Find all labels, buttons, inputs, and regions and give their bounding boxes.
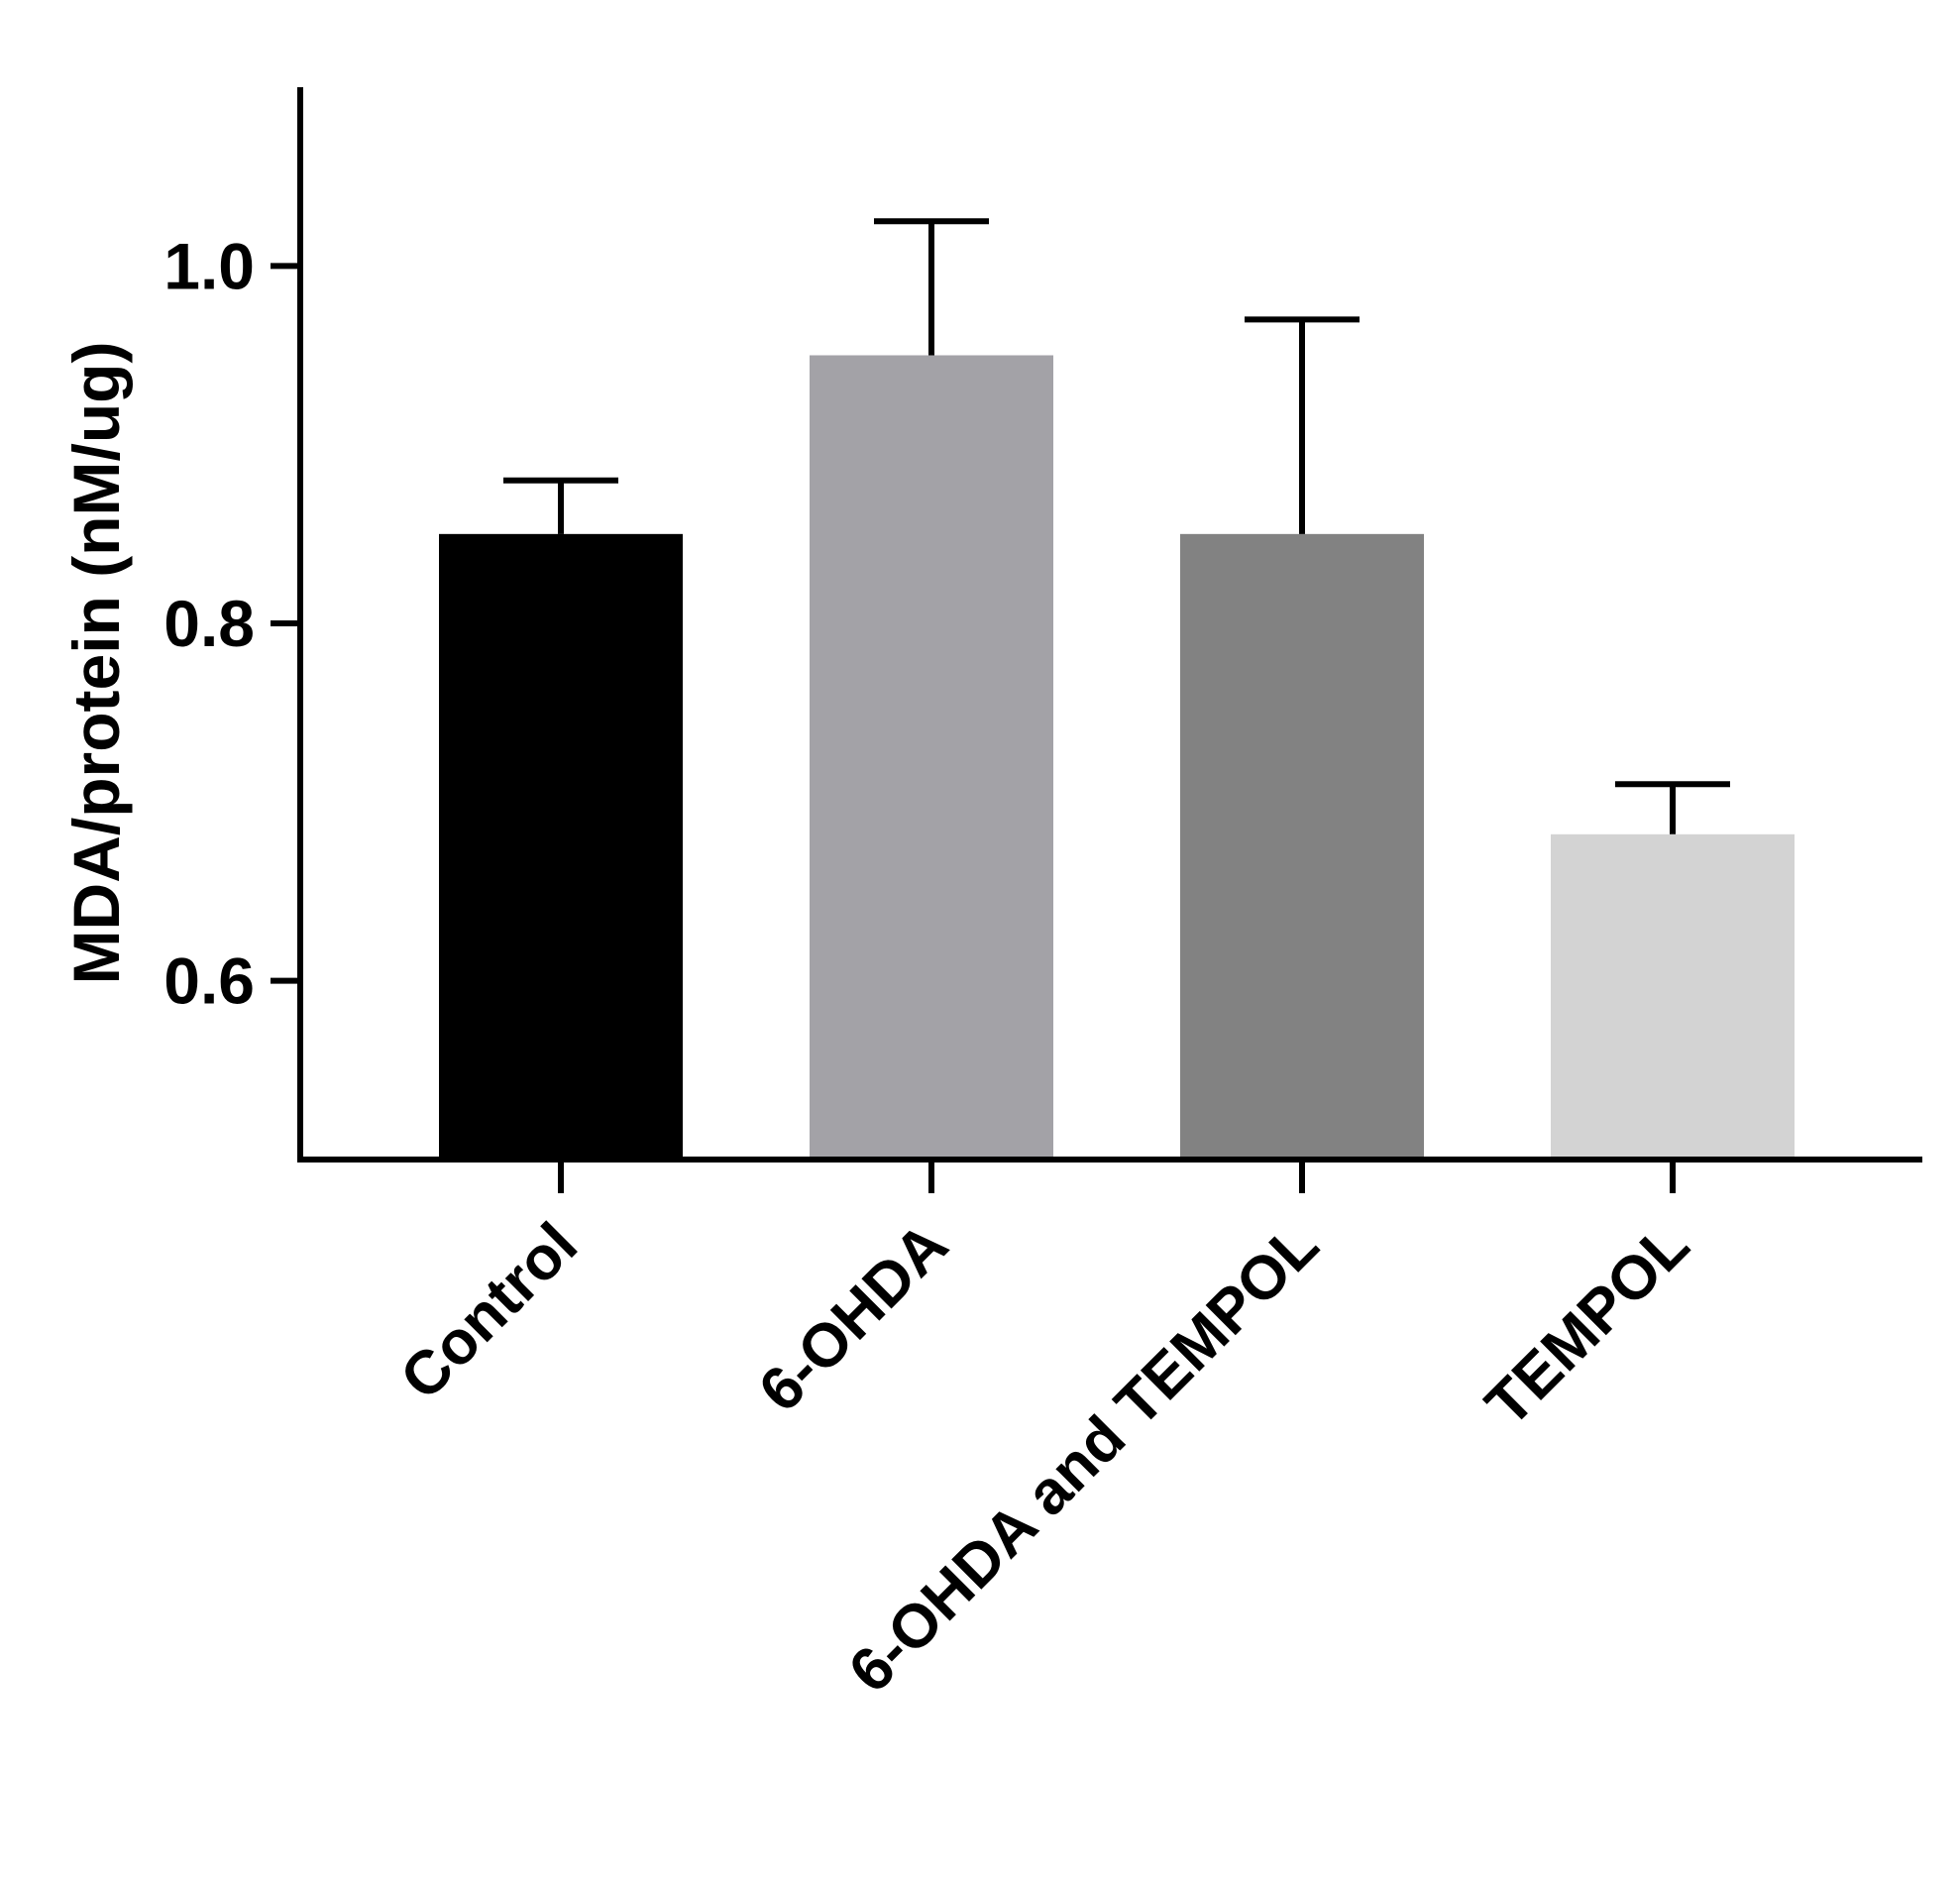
bars-group	[439, 355, 1795, 1160]
y-tick-label-0: 0.6	[163, 944, 255, 1018]
bar-0	[439, 533, 683, 1160]
bar-3	[1551, 833, 1795, 1160]
y-tick-label-2: 1.0	[163, 229, 255, 302]
x-tick-label-1: 6-OHDA	[746, 1210, 961, 1425]
x-tick-label-0: Control	[387, 1210, 591, 1413]
error-bars-group	[503, 218, 1730, 834]
y-axis-title: MDA/protein (nM/ug)	[59, 342, 133, 985]
bar-1	[810, 355, 1053, 1160]
y-ticks-group: 0.6 0.8 1.0	[163, 229, 300, 1018]
x-tick-label-3: TEMPOL	[1472, 1210, 1701, 1439]
bar-2	[1180, 533, 1424, 1160]
y-tick-label-1: 0.8	[163, 587, 255, 660]
